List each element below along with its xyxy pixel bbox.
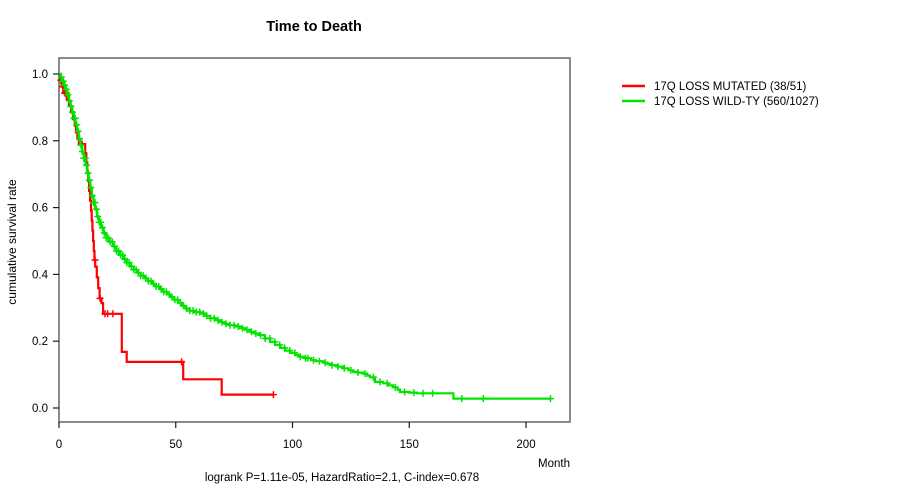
y-tick-label: 0.4 (32, 269, 49, 281)
x-axis-ticks: 0 50 100 150 200 (56, 422, 536, 451)
km-curve-mutated (59, 72, 274, 396)
x-tick-label: 100 (283, 439, 302, 451)
plot-box (58, 57, 571, 423)
chart-title: Time to Death (266, 19, 362, 35)
x-tick-label: 0 (56, 439, 62, 451)
legend: 17Q LOSS MUTATED (38/51) 17Q LOSS WILD-T… (622, 81, 819, 108)
y-axis-ticks: 0.0 0.2 0.4 0.6 0.8 1.0 (32, 69, 59, 415)
km-curves (57, 72, 554, 403)
y-tick-label: 0.6 (32, 203, 48, 215)
legend-label-wildtype: 17Q LOSS WILD-TY (560/1027) (654, 96, 819, 108)
y-axis-label: cumulative survival rate (5, 179, 19, 305)
x-tick-label: 50 (169, 439, 182, 451)
x-tick-label: 150 (400, 439, 419, 451)
x-tick-label: 200 (516, 439, 535, 451)
censor-marks-wildtype (57, 73, 554, 403)
y-tick-label: 1.0 (32, 69, 48, 81)
km-curve-wildtype (59, 72, 551, 400)
y-tick-label: 0.2 (32, 336, 48, 348)
y-tick-label: 0.0 (32, 403, 48, 415)
y-tick-label: 0.8 (32, 136, 48, 148)
legend-label-mutated: 17Q LOSS MUTATED (38/51) (654, 81, 806, 93)
censor-marks-mutated (57, 76, 277, 399)
statistics-annotation: logrank P=1.11e-05, HazardRatio=2.1, C-i… (205, 472, 479, 484)
x-axis-label: Month (538, 458, 570, 470)
